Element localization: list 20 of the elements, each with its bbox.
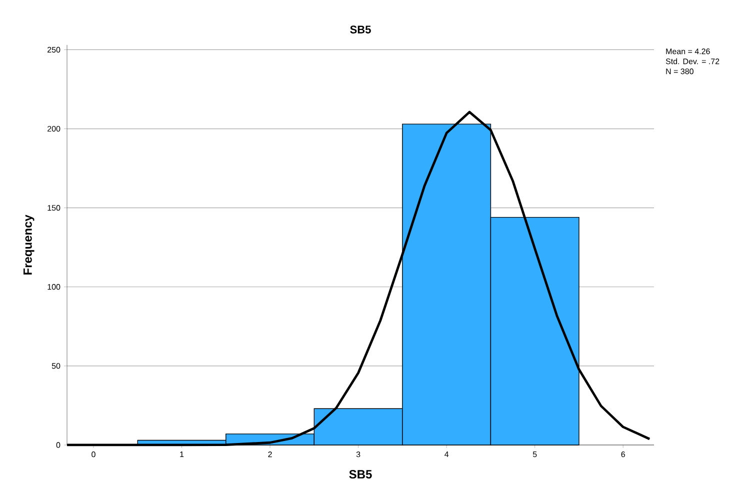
y-axis-title: Frequency (24, 214, 34, 275)
y-tick-label: 50 (52, 363, 60, 369)
line-series (66, 110, 651, 446)
x-tick-label: 6 (621, 452, 625, 458)
y-tick-label: 100 (48, 284, 60, 290)
x-tick-label: 0 (92, 452, 96, 458)
text: Std. Dev. = .72 (666, 58, 720, 64)
x-tick-label: 3 (356, 452, 360, 458)
y-tick-label: 200 (48, 126, 60, 132)
x-tick-label: 4 (444, 452, 449, 458)
y-tick-label: 150 (48, 205, 60, 211)
text: N = 380 (666, 68, 694, 74)
x-axis-title: SB5 (349, 470, 372, 479)
text: Mean = 4.26 (666, 48, 710, 54)
chart-title: SB5 (350, 26, 371, 34)
x-tick-label: 5 (532, 452, 537, 458)
y-tick-label: 250 (48, 46, 60, 53)
x-tick-label: 2 (268, 452, 272, 458)
y-tick-label: 0 (56, 442, 60, 448)
x-tick-label: 1 (180, 452, 184, 458)
